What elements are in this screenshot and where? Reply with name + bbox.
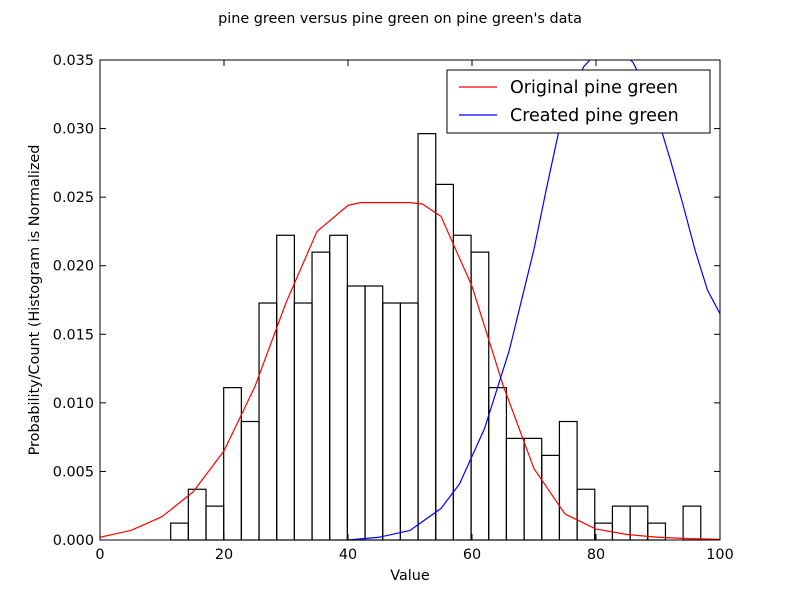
x-tick-label: 80	[587, 547, 605, 563]
chart-title: pine green versus pine green on pine gre…	[218, 11, 582, 27]
y-tick-label: 0.030	[53, 122, 94, 138]
histogram-bar	[488, 387, 508, 541]
y-tick-label: 0.000	[53, 533, 94, 549]
legend: Original pine green Created pine green	[446, 69, 711, 134]
histogram-bar	[346, 285, 366, 541]
x-tick-label: 20	[215, 547, 233, 563]
histogram-bar	[276, 234, 295, 541]
legend-label: Created pine green	[510, 106, 679, 126]
y-axis-ticks: 0.000 0.005 0.010 0.015 0.020 0.025 0.030 0.035	[53, 53, 720, 549]
y-tick-label: 0.015	[53, 327, 94, 343]
y-tick-label: 0.035	[53, 53, 94, 69]
series-line	[347, 60, 720, 540]
histogram-bar	[223, 387, 242, 541]
histogram-bar	[541, 454, 561, 541]
legend-box	[446, 69, 711, 134]
x-axis-ticks: 0 20 40 60 80 100	[95, 60, 734, 563]
histogram-bar	[364, 285, 384, 541]
histogram-bar	[240, 420, 260, 541]
y-tick-label: 0.010	[53, 396, 94, 412]
x-tick-label: 40	[339, 547, 357, 563]
x-tick-label: 60	[463, 547, 481, 563]
histogram-bar	[417, 133, 437, 541]
plot-frame	[99, 59, 721, 541]
y-axis-label: Probability/Count (Histogram is Normaliz…	[27, 145, 43, 456]
x-axis-label: Value	[390, 568, 430, 584]
density-curves	[100, 60, 720, 540]
histogram-bar	[258, 302, 278, 541]
histogram-bar	[399, 302, 419, 541]
histogram-bar	[382, 302, 401, 541]
histogram-bar	[682, 505, 702, 541]
histogram-bar	[293, 302, 313, 541]
x-tick-label: 0	[95, 547, 104, 563]
histogram-bar	[470, 251, 490, 541]
histogram-bar	[205, 505, 225, 541]
y-tick-label: 0.020	[53, 259, 94, 275]
histogram-bar	[558, 420, 578, 541]
histogram-bar	[452, 234, 472, 541]
histogram-bar	[505, 437, 525, 541]
histogram-bar	[576, 488, 596, 541]
legend-label: Original pine green	[510, 78, 678, 98]
series-line	[100, 202, 720, 540]
histogram-bar	[187, 488, 207, 541]
histogram-bar	[170, 522, 189, 541]
histogram-bars	[170, 133, 702, 541]
y-tick-label: 0.005	[53, 464, 94, 480]
x-tick-label: 100	[706, 547, 733, 563]
histogram-bar	[329, 234, 348, 541]
y-tick-label: 0.025	[53, 190, 94, 206]
histogram-bar	[311, 251, 331, 541]
histogram-bar	[523, 437, 543, 541]
